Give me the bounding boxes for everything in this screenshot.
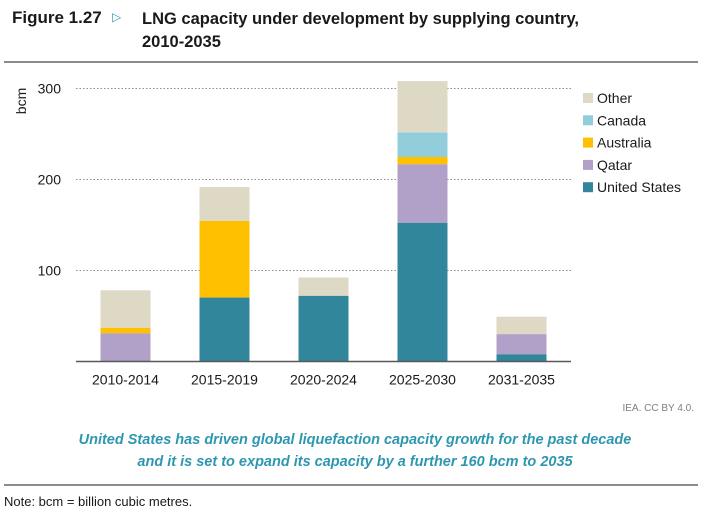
x-tick-label: 2020-2024 — [290, 372, 357, 388]
bar-stack — [100, 290, 151, 362]
bar-segment-qatar — [496, 334, 547, 355]
takeaway-line-2: and it is set to expand its capacity by … — [137, 454, 573, 470]
footnote: Note: bcm = billion cubic metres. — [4, 494, 193, 509]
legend-item: Australia — [583, 135, 652, 151]
bar-segment-australia — [199, 220, 250, 298]
y-tick-label: 100 — [38, 263, 62, 279]
x-tick-label: 2031-2035 — [488, 372, 555, 388]
bars — [100, 81, 547, 362]
bar-stack — [298, 277, 349, 362]
legend-label: Other — [597, 90, 632, 106]
x-tick-label: 2010-2014 — [92, 372, 159, 388]
bar-segment-australia — [100, 327, 151, 334]
legend: Other Canada Australia Qatar United States — [583, 90, 681, 195]
bar-segment-qatar — [100, 333, 151, 362]
legend-item: United States — [583, 179, 681, 195]
bar-segment-united-states — [199, 297, 250, 362]
bar-segment-other — [199, 187, 250, 221]
x-tick-label: 2015-2019 — [191, 372, 258, 388]
legend-swatch — [583, 93, 593, 103]
bottom-divider — [4, 484, 698, 486]
legend-label: Canada — [597, 112, 646, 128]
bar-segment-other — [100, 290, 151, 328]
gridlines — [76, 88, 571, 271]
legend-swatch — [583, 115, 593, 126]
y-tick-label: 300 — [38, 81, 62, 97]
source-credit: IEA. CC BY 4.0. — [622, 403, 694, 414]
bar-stack — [397, 81, 448, 362]
y-axis-label: bcm — [13, 88, 29, 114]
legend-label: United States — [597, 179, 681, 195]
legend-item: Qatar — [583, 157, 632, 173]
y-tick-label: 200 — [38, 172, 62, 188]
x-axis-ticks: 2010-2014 2015-2019 2020-2024 2025-2030 2031… — [92, 372, 555, 388]
x-tick-label: 2025-2030 — [389, 372, 456, 388]
bar-segment-qatar — [397, 164, 448, 223]
bar-segment-other — [397, 81, 448, 133]
bar-stack — [496, 316, 547, 362]
figure-label: Figure 1.27 — [12, 8, 102, 27]
legend-swatch — [583, 182, 593, 193]
bar-segment-australia — [397, 156, 448, 165]
bar-stack — [199, 187, 250, 362]
legend-item: Canada — [583, 112, 646, 128]
legend-item: Other — [583, 90, 632, 106]
bar-segment-united-states — [496, 354, 547, 362]
legend-swatch — [583, 159, 593, 170]
chart-title: LNG capacity under development by supply… — [142, 8, 702, 54]
bar-segment-canada — [397, 132, 448, 157]
legend-label: Australia — [597, 135, 652, 151]
bar-segment-united-states — [397, 222, 448, 362]
legend-label: Qatar — [597, 157, 632, 173]
bar-segment-other — [496, 316, 547, 335]
bar-segment-united-states — [298, 295, 349, 362]
bar-segment-other — [298, 277, 349, 296]
chart-title-line-1: LNG capacity under development by supply… — [142, 10, 580, 28]
chart-title-line-2: 2010-2035 — [142, 33, 221, 51]
takeaway-line-1: United States has driven global liquefac… — [78, 432, 632, 448]
stacked-bar-chart: 100 200 300 bcm 2010-2014 2015-2019 2020-202… — [13, 81, 681, 388]
top-divider — [4, 61, 698, 63]
legend-swatch — [583, 137, 593, 148]
triangle-right-icon: ▷ — [112, 10, 122, 24]
y-axis-ticks: 100 200 300 — [38, 81, 62, 279]
